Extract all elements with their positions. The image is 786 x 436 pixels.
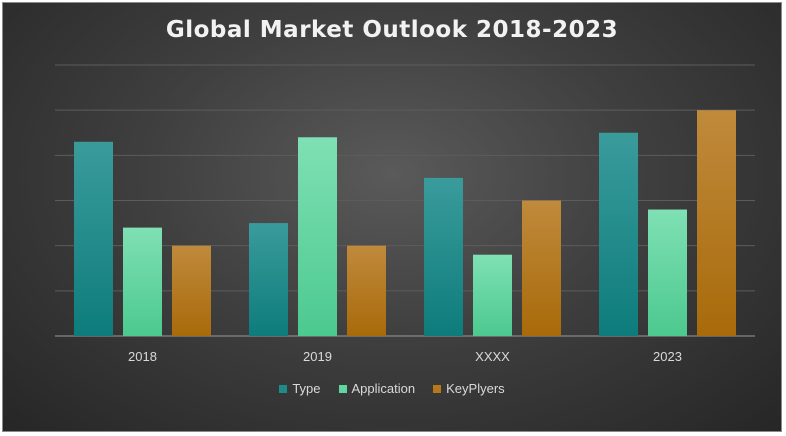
bar-type-xxxx <box>424 177 463 336</box>
chart-frame: Global Market Outlook 2018-2023 2018 2019… <box>2 2 782 432</box>
plot-area: 2018 2019 XXXX 2023 <box>55 64 755 364</box>
chart-title: Global Market Outlook 2018-2023 <box>165 17 619 43</box>
legend-swatch <box>338 384 347 393</box>
legend-item-keyplyers: KeyPlyers <box>433 381 505 396</box>
legend: Type Application KeyPlyers <box>3 381 781 396</box>
legend-item-application: Application <box>338 381 416 396</box>
bar-keyplyers-2023 <box>697 110 736 337</box>
bar-application-2018 <box>123 227 162 336</box>
bar-type-2019 <box>249 223 288 336</box>
bar-application-2023 <box>648 209 687 336</box>
bar-keyplyers-2018 <box>172 245 211 336</box>
legend-label: Type <box>292 381 321 396</box>
x-tick-label: XXXX <box>475 349 510 364</box>
bar-type-2018 <box>74 141 113 336</box>
x-tick-label: 2018 <box>128 349 157 364</box>
bar-application-2019 <box>298 137 337 336</box>
bar-type-2023 <box>599 132 638 336</box>
legend-swatch <box>433 384 442 393</box>
bar-keyplyers-xxxx <box>522 200 561 336</box>
legend-label: Application <box>351 381 416 396</box>
x-tick-label: 2019 <box>303 349 332 364</box>
legend-item-type: Type <box>279 381 321 396</box>
bar-keyplyers-2019 <box>347 245 386 336</box>
bar-application-xxxx <box>473 254 512 336</box>
legend-label: KeyPlyers <box>446 381 505 396</box>
x-tick-label: 2023 <box>653 349 682 364</box>
legend-swatch <box>279 384 288 393</box>
